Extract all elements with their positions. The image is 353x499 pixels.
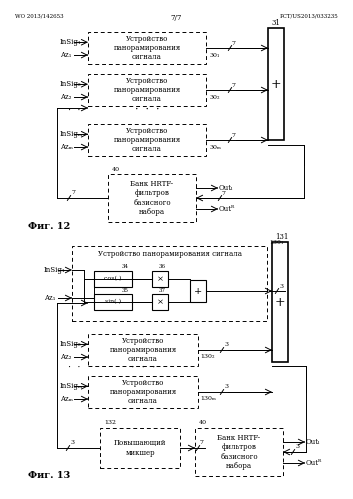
- Text: 130ₘ: 130ₘ: [200, 396, 216, 401]
- Text: +: +: [194, 286, 202, 295]
- Text: 35: 35: [122, 287, 129, 292]
- Text: 40: 40: [112, 167, 120, 172]
- Bar: [88, 32, 206, 64]
- Text: 3: 3: [279, 283, 283, 288]
- Text: 40: 40: [199, 421, 207, 426]
- Text: ×: ×: [156, 275, 163, 283]
- Text: ·  ·  ·: · · ·: [135, 105, 159, 115]
- Text: InSigₘ: InSigₘ: [60, 130, 83, 138]
- Text: 3: 3: [224, 385, 228, 390]
- Text: +: +: [275, 295, 285, 308]
- Text: 30ₘ: 30ₘ: [209, 145, 221, 150]
- Text: InSig₂: InSig₂: [60, 80, 82, 88]
- Text: 7: 7: [232, 40, 236, 45]
- Text: InSig₁: InSig₁: [44, 266, 66, 274]
- Text: 3: 3: [224, 342, 228, 347]
- Bar: [94, 271, 132, 287]
- Text: 31: 31: [271, 19, 280, 27]
- Text: ×: ×: [156, 298, 163, 306]
- Text: ·  ·: · ·: [68, 105, 80, 114]
- Text: Устройство
панорамирования
сигнала: Устройство панорамирования сигнала: [113, 77, 181, 103]
- Text: Azₘ: Azₘ: [60, 143, 73, 151]
- Text: Outₗ: Outₗ: [219, 184, 234, 192]
- Text: Фиг. 12: Фиг. 12: [28, 222, 70, 231]
- Bar: [190, 280, 206, 302]
- Bar: [195, 428, 283, 476]
- Text: InSig₁: InSig₁: [60, 38, 82, 46]
- Text: 130₁: 130₁: [269, 240, 283, 245]
- Bar: [94, 294, 132, 310]
- Bar: [88, 74, 206, 106]
- Bar: [100, 428, 180, 468]
- Text: cos( ): cos( ): [104, 276, 122, 281]
- Text: 132: 132: [104, 421, 116, 426]
- Text: WO 2013/142653: WO 2013/142653: [15, 13, 64, 18]
- Bar: [88, 124, 206, 156]
- Text: Устройство
панорамирования
сигнала: Устройство панорамирования сигнала: [109, 379, 176, 405]
- Text: Устройство
панорамирования
сигнала: Устройство панорамирования сигнала: [113, 127, 181, 153]
- Text: 131: 131: [275, 233, 288, 241]
- Text: InSigₘ: InSigₘ: [60, 382, 83, 390]
- Text: 36: 36: [159, 264, 166, 269]
- Text: Az₁: Az₁: [60, 51, 72, 59]
- Text: 37: 37: [159, 287, 166, 292]
- Text: ·  ·: · ·: [68, 363, 80, 372]
- Bar: [268, 28, 284, 140]
- Text: Outᴿ: Outᴿ: [219, 205, 235, 213]
- Text: InSig₂: InSig₂: [60, 340, 82, 348]
- Text: 30₁: 30₁: [209, 52, 219, 57]
- Text: Az₂: Az₂: [60, 353, 71, 361]
- Text: Банк HRTF-
фильтров
базисного
набора: Банк HRTF- фильтров базисного набора: [131, 180, 174, 216]
- Text: PCT/US2013/033235: PCT/US2013/033235: [279, 13, 338, 18]
- Bar: [72, 246, 267, 321]
- Text: 7: 7: [232, 133, 236, 138]
- Text: 7: 7: [222, 191, 226, 196]
- Text: 30₂: 30₂: [209, 94, 220, 99]
- Text: Outᴿ: Outᴿ: [306, 459, 322, 467]
- Text: 7: 7: [200, 441, 204, 446]
- Text: Устройство панорамирования сигнала: Устройство панорамирования сигнала: [97, 250, 241, 258]
- Text: +: +: [271, 77, 281, 90]
- Text: 34: 34: [122, 264, 129, 269]
- Text: 7: 7: [71, 190, 75, 195]
- Bar: [272, 242, 288, 362]
- Bar: [108, 174, 196, 222]
- Text: ·  ·  ·: · · ·: [131, 363, 155, 373]
- Text: Банк HRTF-
фильтров
базисного
набора: Банк HRTF- фильтров базисного набора: [217, 434, 261, 470]
- Text: Outₗ: Outₗ: [306, 438, 321, 446]
- Text: Az₂: Az₂: [60, 93, 71, 101]
- Text: 3: 3: [70, 441, 74, 446]
- Text: 7: 7: [232, 82, 236, 87]
- Text: 130₂: 130₂: [200, 354, 215, 359]
- Bar: [88, 334, 198, 366]
- Text: 7/7: 7/7: [170, 14, 182, 22]
- Bar: [88, 376, 198, 408]
- Text: Устройство
панорамирования
сигнала: Устройство панорамирования сигнала: [109, 337, 176, 363]
- Text: Az₁: Az₁: [44, 294, 55, 302]
- Text: Azₘ: Azₘ: [60, 395, 73, 403]
- Text: 3: 3: [295, 445, 299, 450]
- Bar: [152, 271, 168, 287]
- Bar: [152, 294, 168, 310]
- Text: Фиг. 13: Фиг. 13: [28, 472, 70, 481]
- Text: Устройство
панорамирования
сигнала: Устройство панорамирования сигнала: [113, 35, 181, 61]
- Text: Повышающий
микшер: Повышающий микшер: [114, 440, 166, 457]
- Text: sin( ): sin( ): [105, 299, 121, 304]
